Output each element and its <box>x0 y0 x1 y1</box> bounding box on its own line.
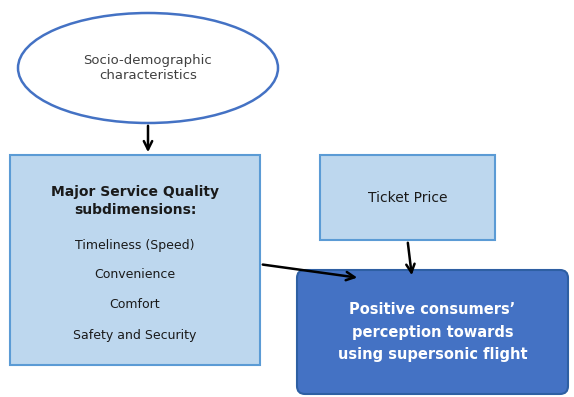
Text: Timeliness (Speed): Timeliness (Speed) <box>75 239 195 252</box>
Text: Ticket Price: Ticket Price <box>368 191 447 204</box>
Text: Convenience: Convenience <box>95 268 176 281</box>
FancyBboxPatch shape <box>297 270 568 394</box>
Text: Socio-demographic
characteristics: Socio-demographic characteristics <box>84 54 212 82</box>
Ellipse shape <box>18 13 278 123</box>
Text: Comfort: Comfort <box>110 299 160 312</box>
Text: Positive consumers’
perception towards
using supersonic flight: Positive consumers’ perception towards u… <box>338 302 528 362</box>
Text: Major Service Quality
subdimensions:: Major Service Quality subdimensions: <box>51 185 219 218</box>
Text: Safety and Security: Safety and Security <box>73 328 197 341</box>
FancyBboxPatch shape <box>320 155 495 240</box>
FancyBboxPatch shape <box>10 155 260 365</box>
